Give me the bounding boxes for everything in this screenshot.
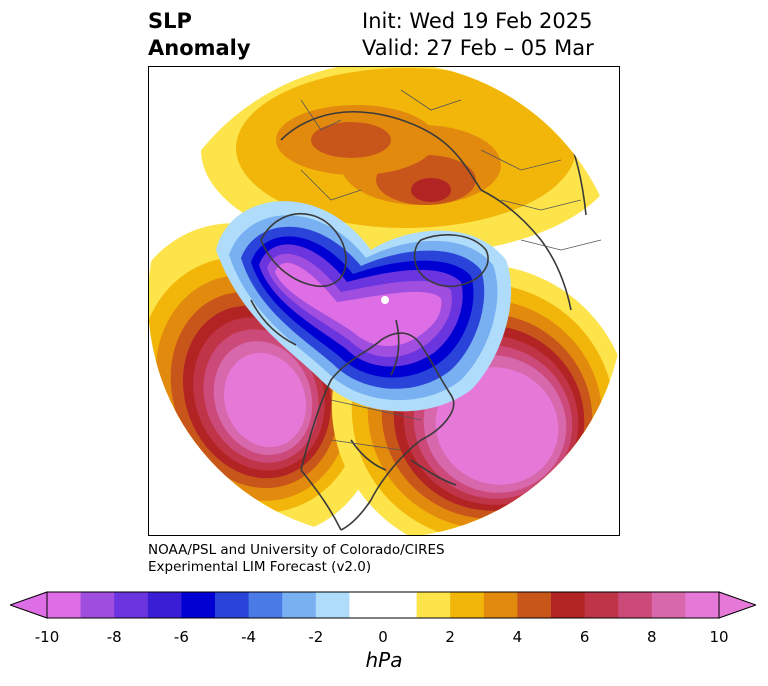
colorbar-segment xyxy=(651,592,686,618)
coastlines xyxy=(250,110,587,531)
colorbar-tick-label: 0 xyxy=(378,628,388,646)
forecast-dates: Init: Wed 19 Feb 2025 Valid: 27 Feb – 05… xyxy=(362,8,594,62)
colorbar-segment xyxy=(584,592,619,618)
colorbar-segment xyxy=(315,592,350,618)
colorbar-tick-label: 6 xyxy=(579,628,590,646)
colorbar-tick-label: -8 xyxy=(106,628,122,646)
pole-marker xyxy=(381,296,389,304)
init-date: Init: Wed 19 Feb 2025 xyxy=(362,9,593,33)
colorbar-segment xyxy=(80,592,115,618)
colorbar-tick-label: 2 xyxy=(445,628,455,646)
colorbar-frame xyxy=(46,591,720,619)
colorbar-unit: hPa xyxy=(365,648,403,672)
valid-range: Valid: 27 Feb – 05 Mar xyxy=(362,36,594,60)
colorbar-segment xyxy=(685,592,720,618)
colorbar-segment xyxy=(551,592,586,618)
colorbar-segment xyxy=(450,592,485,618)
polar-map xyxy=(148,66,620,536)
colorbar-segment xyxy=(147,592,182,618)
colorbar-tick-label: -10 xyxy=(34,628,60,646)
slp-anomaly-map xyxy=(149,67,619,535)
colorbar-segment xyxy=(282,592,317,618)
colorbar-segment xyxy=(114,592,149,618)
colorbar-segment xyxy=(416,592,451,618)
colorbar-tick-label: -2 xyxy=(308,628,324,646)
colorbar-tick-label: 8 xyxy=(647,628,657,646)
colorbar-segment xyxy=(215,592,250,618)
colorbar-tick-label: -6 xyxy=(173,628,189,646)
colorbar-tick-label: 10 xyxy=(709,628,729,646)
colorbar xyxy=(10,591,756,619)
colorbar-tick-label: -4 xyxy=(241,628,257,646)
colorbar-segment xyxy=(618,592,653,618)
colorbar-segment xyxy=(517,592,552,618)
colorbar-max-arrow xyxy=(718,591,756,619)
colorbar-min-arrow xyxy=(10,591,48,619)
map-title: SLP Anomaly xyxy=(148,8,251,62)
title-line-2: Anomaly xyxy=(148,36,251,60)
negative-anomaly-arctic xyxy=(216,201,512,412)
title-line-1: SLP xyxy=(148,9,192,33)
credit-line-2: Experimental LIM Forecast (v2.0) xyxy=(148,559,372,575)
colorbar-segment xyxy=(483,592,518,618)
colorbar-tick-labels: -10 -8 -6 -4 -2 0 2 4 6 8 10 xyxy=(0,628,768,648)
credit-line-1: NOAA/PSL and University of Colorado/CIRE… xyxy=(148,542,445,558)
colorbar-segment xyxy=(383,592,418,618)
colorbar-segment xyxy=(181,592,216,618)
political-borders xyxy=(300,89,602,451)
credit-text: NOAA/PSL and University of Colorado/CIRE… xyxy=(148,542,445,576)
colorbar-segment xyxy=(349,592,384,618)
colorbar-tick-label: 4 xyxy=(512,628,523,646)
colorbar-segment xyxy=(248,592,283,618)
colorbar-segment xyxy=(47,592,82,618)
